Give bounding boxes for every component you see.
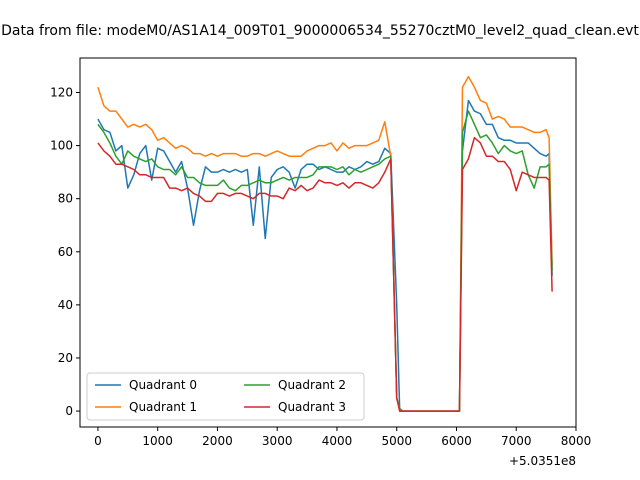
series-line-quadrant-1: [97, 75, 553, 412]
series-line-quadrant-2: [97, 110, 553, 412]
y-tick-label: 80: [58, 192, 73, 206]
legend: Quadrant 0 Quadrant 1 Quadrant 2 Quadrant 3: [86, 372, 365, 421]
x-tick-label: 4000: [322, 434, 353, 448]
x-axis: 0 1000 2000 3000 4000 5000 6000 7000 8000: [94, 427, 591, 448]
x-tick-label: 5000: [381, 434, 412, 448]
series-line-quadrant-3: [97, 136, 553, 412]
x-tick-label: 2000: [202, 434, 233, 448]
x-tick-label: 6000: [441, 434, 472, 448]
plot-area: [97, 75, 553, 412]
y-tick-label: 120: [50, 86, 73, 100]
plot-frame: [79, 57, 577, 428]
y-tick-label: 20: [58, 351, 73, 365]
legend-box: [86, 372, 365, 421]
y-axis: 0 20 40 60 80 100 120: [50, 86, 80, 418]
x-tick-label: 8000: [561, 434, 592, 448]
x-tick-label: 7000: [501, 434, 532, 448]
legend-label-0: Quadrant 0: [129, 378, 197, 392]
x-tick-label: 3000: [262, 434, 293, 448]
y-tick-label: 60: [58, 245, 73, 259]
legend-label-1: Quadrant 1: [129, 400, 197, 414]
y-tick-label: 40: [58, 298, 73, 312]
y-tick-label: 0: [65, 404, 73, 418]
legend-label-3: Quadrant 3: [278, 400, 346, 414]
legend-label-2: Quadrant 2: [278, 378, 346, 392]
x-tick-label: 1000: [142, 434, 173, 448]
x-axis-offset-label: +5.0351e8: [509, 454, 576, 468]
y-tick-label: 100: [50, 139, 73, 153]
series-line-quadrant-0: [97, 99, 553, 412]
chart-title: Data from file: modeM0/AS1A14_009T01_900…: [1, 23, 639, 39]
x-tick-label: 0: [94, 434, 102, 448]
